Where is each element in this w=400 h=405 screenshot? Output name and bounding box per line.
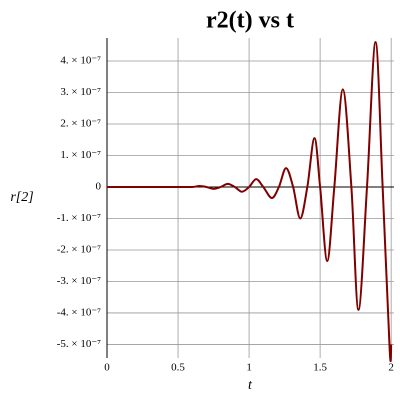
data-line: [106, 41, 393, 362]
y-tick-label: -5. × 10⁻⁷: [57, 338, 101, 350]
y-tick-label: -3. × 10⁻⁷: [57, 275, 101, 287]
y-tick-label: 4. × 10⁻⁷: [60, 55, 101, 67]
x-axis-label: t: [248, 378, 253, 393]
chart-title: r2(t) vs t: [206, 8, 294, 34]
x-tick-label: 1: [246, 362, 252, 374]
y-tick-label: -4. × 10⁻⁷: [57, 306, 101, 318]
y-tick-label: -2. × 10⁻⁷: [57, 243, 101, 255]
x-tick-label: 0: [104, 362, 110, 374]
y-tick-label: -1. × 10⁻⁷: [57, 212, 101, 224]
y-axis-label: r[2]: [10, 190, 33, 205]
x-tick-label: 0.5: [171, 362, 185, 374]
x-tick-label: 2: [388, 362, 394, 374]
x-tick-label: 1.5: [313, 362, 327, 374]
y-tick-label: 0: [96, 181, 102, 193]
y-tick-label: 2. × 10⁻⁷: [60, 118, 101, 130]
y-tick-label: 1. × 10⁻⁷: [60, 149, 101, 161]
y-tick-label: 3. × 10⁻⁷: [60, 86, 101, 98]
